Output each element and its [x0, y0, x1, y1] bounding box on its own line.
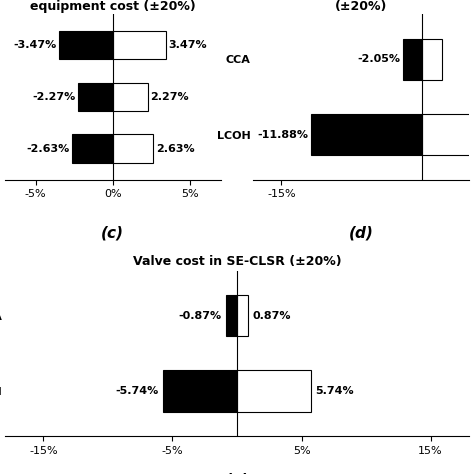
Text: 5.74%: 5.74%	[315, 386, 354, 396]
Text: -2.27%: -2.27%	[32, 92, 75, 102]
Text: (d): (d)	[349, 226, 374, 241]
Title: MDEA equipment cost in
(±20%): MDEA equipment cost in (±20%)	[275, 0, 447, 13]
Bar	[113, 31, 166, 59]
Bar	[237, 370, 311, 411]
Bar	[237, 295, 248, 337]
Bar	[72, 135, 113, 163]
Bar	[310, 114, 422, 155]
Title: Valve cost in SE-CLSR (±20%): Valve cost in SE-CLSR (±20%)	[133, 255, 341, 268]
Text: 3.47%: 3.47%	[169, 40, 207, 50]
Text: -2.05%: -2.05%	[357, 55, 400, 64]
Bar	[78, 83, 113, 111]
Bar	[226, 295, 237, 337]
Bar	[422, 114, 474, 155]
Bar	[113, 135, 154, 163]
Text: 2.63%: 2.63%	[155, 144, 194, 154]
Text: 0.87%: 0.87%	[252, 311, 291, 321]
Bar	[163, 370, 237, 411]
Text: -2.63%: -2.63%	[27, 144, 70, 154]
Text: (e): (e)	[225, 473, 249, 474]
Bar	[422, 39, 442, 80]
Bar	[59, 31, 113, 59]
Text: 2.27%: 2.27%	[150, 92, 189, 102]
Text: -3.47%: -3.47%	[14, 40, 57, 50]
Bar	[113, 83, 148, 111]
Text: -11.88%: -11.88%	[257, 129, 308, 139]
Text: -5.74%: -5.74%	[116, 386, 159, 396]
Title: equipment cost (±20%): equipment cost (±20%)	[30, 0, 196, 13]
Bar	[403, 39, 422, 80]
Text: (c): (c)	[101, 226, 124, 241]
Text: -0.87%: -0.87%	[179, 311, 222, 321]
